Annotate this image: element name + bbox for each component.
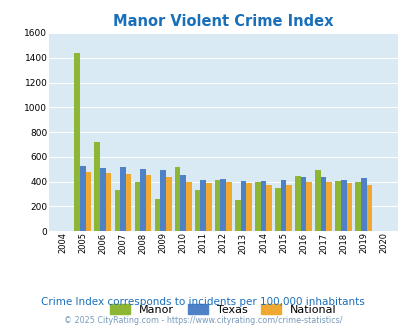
Bar bbox=[114, 190, 120, 231]
Bar bbox=[366, 184, 371, 231]
Bar bbox=[154, 199, 160, 231]
Bar bbox=[194, 189, 200, 231]
Bar bbox=[120, 167, 126, 231]
Bar bbox=[180, 175, 185, 231]
Bar bbox=[140, 169, 145, 231]
Bar bbox=[226, 182, 231, 231]
Bar bbox=[354, 182, 360, 231]
Bar bbox=[166, 177, 171, 231]
Bar bbox=[100, 168, 105, 231]
Bar bbox=[234, 200, 240, 231]
Bar bbox=[345, 183, 351, 231]
Bar bbox=[214, 180, 220, 231]
Bar bbox=[260, 181, 266, 231]
Bar bbox=[300, 177, 306, 231]
Bar bbox=[105, 173, 111, 231]
Bar bbox=[200, 180, 205, 231]
Bar bbox=[160, 170, 166, 231]
Bar bbox=[185, 182, 191, 231]
Text: © 2025 CityRating.com - https://www.cityrating.com/crime-statistics/: © 2025 CityRating.com - https://www.city… bbox=[64, 316, 341, 325]
Title: Manor Violent Crime Index: Manor Violent Crime Index bbox=[113, 14, 333, 29]
Bar bbox=[326, 182, 331, 231]
Bar bbox=[266, 185, 271, 231]
Bar bbox=[94, 142, 100, 231]
Bar bbox=[335, 181, 340, 231]
Bar bbox=[145, 175, 151, 231]
Bar bbox=[85, 172, 91, 231]
Bar bbox=[294, 176, 300, 231]
Bar bbox=[320, 177, 326, 231]
Text: Crime Index corresponds to incidents per 100,000 inhabitants: Crime Index corresponds to incidents per… bbox=[41, 297, 364, 307]
Bar bbox=[80, 166, 85, 231]
Bar bbox=[314, 170, 320, 231]
Bar bbox=[280, 180, 286, 231]
Bar bbox=[74, 53, 80, 231]
Bar bbox=[205, 183, 211, 231]
Bar bbox=[340, 180, 345, 231]
Bar bbox=[240, 181, 245, 231]
Bar bbox=[254, 182, 260, 231]
Bar bbox=[245, 183, 251, 231]
Bar bbox=[360, 179, 366, 231]
Bar bbox=[126, 174, 131, 231]
Bar bbox=[286, 184, 291, 231]
Bar bbox=[174, 167, 180, 231]
Legend: Manor, Texas, National: Manor, Texas, National bbox=[106, 300, 340, 319]
Bar bbox=[220, 179, 226, 231]
Bar bbox=[306, 182, 311, 231]
Bar bbox=[275, 188, 280, 231]
Bar bbox=[134, 182, 140, 231]
